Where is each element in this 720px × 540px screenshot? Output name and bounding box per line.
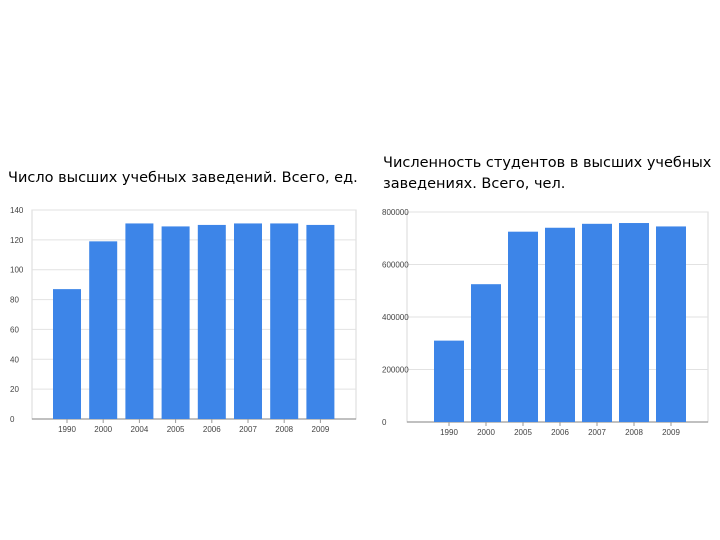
chart2-y-tick-label: 0 xyxy=(382,418,387,427)
chart2-bar xyxy=(582,223,612,422)
chart1-y-tick-label: 60 xyxy=(10,325,19,334)
chart2-x-tick-label: 2009 xyxy=(662,428,680,437)
chart2-bar xyxy=(545,227,575,422)
chart1-x-tick-label: 2000 xyxy=(94,425,112,434)
chart2-y-tick-label: 600000 xyxy=(382,261,409,270)
chart2-x-tick-label: 2005 xyxy=(514,428,532,437)
chart2-y-tick-label: 200000 xyxy=(382,366,409,375)
chart1-y-tick-label: 0 xyxy=(10,415,15,424)
chart1-y-tick-label: 120 xyxy=(10,236,24,245)
chart1-bar xyxy=(53,289,81,419)
chart2-x-tick-label: 1990 xyxy=(440,428,458,437)
chart1-bar xyxy=(270,223,299,419)
chart2-bar xyxy=(619,223,649,422)
chart2-bar xyxy=(434,340,464,422)
chart2-title: Численность студентов в высших учебных з… xyxy=(383,155,712,192)
chart2-x-tick-label: 2000 xyxy=(477,428,495,437)
chart2-y-tick-label: 800000 xyxy=(382,208,409,217)
chart2-bar xyxy=(656,226,686,422)
chart1-x-tick-label: 2004 xyxy=(131,425,149,434)
chart1-bar xyxy=(306,224,335,419)
chart2-y-tick-label: 400000 xyxy=(382,313,409,322)
chart1-title: Число высших учебных заведений. Всего, е… xyxy=(8,170,358,186)
chart1-bar xyxy=(197,224,226,419)
chart1-x-tick-label: 1990 xyxy=(58,425,76,434)
chart2-bar xyxy=(508,231,538,422)
chart1-bar xyxy=(125,223,154,419)
chart1-y-tick-label: 140 xyxy=(10,206,24,215)
chart2-bar xyxy=(471,284,501,422)
chart2-x-tick-label: 2008 xyxy=(625,428,643,437)
chart1-x-tick-label: 2009 xyxy=(312,425,330,434)
chart1-x-tick-label: 2005 xyxy=(167,425,185,434)
chart1-bar xyxy=(89,241,118,419)
chart1-x-tick-label: 2007 xyxy=(239,425,257,434)
chart1-bar xyxy=(161,226,190,419)
chart1-x-tick-label: 2008 xyxy=(275,425,293,434)
chart1-x-tick-label: 2006 xyxy=(203,425,221,434)
chart1-y-tick-label: 100 xyxy=(10,266,24,275)
chart1-bar xyxy=(234,223,262,419)
chart1-y-tick-label: 20 xyxy=(10,385,19,394)
chart1-y-tick-label: 40 xyxy=(10,355,19,364)
chart2-x-tick-label: 2007 xyxy=(588,428,606,437)
chart2-x-tick-label: 2006 xyxy=(551,428,569,437)
chart1-y-tick-label: 80 xyxy=(10,296,19,305)
